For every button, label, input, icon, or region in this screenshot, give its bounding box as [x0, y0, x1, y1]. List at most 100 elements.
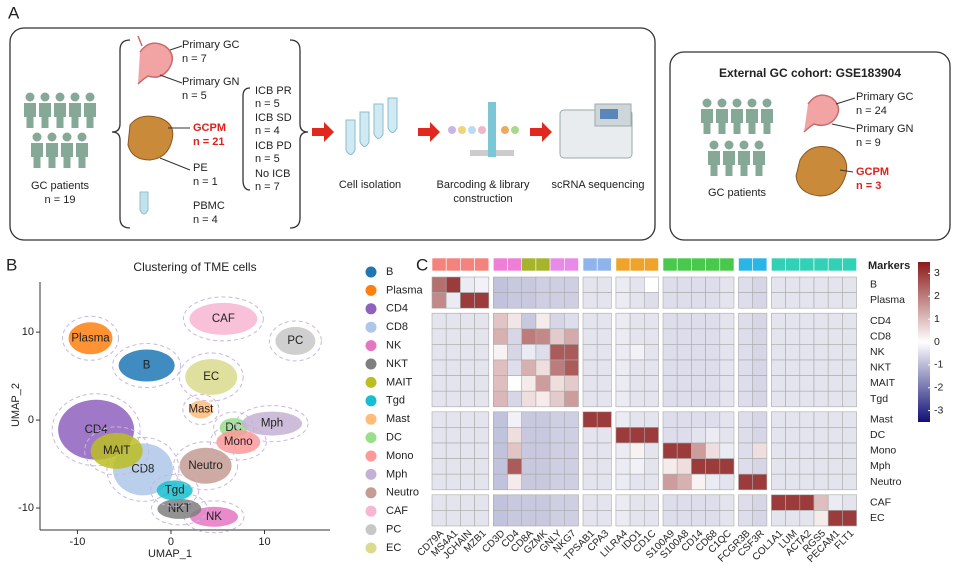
cluster-outline	[178, 352, 244, 402]
step-label: Barcoding & library	[437, 179, 530, 191]
heatmap-cell	[813, 344, 829, 361]
person-head	[724, 140, 734, 150]
cluster	[156, 480, 193, 501]
heatmap-cell	[827, 427, 843, 444]
heatmap-cell	[615, 390, 631, 408]
heatmap-cell	[705, 427, 721, 444]
heatmap-cell	[460, 458, 475, 475]
heatmap-cell	[474, 359, 490, 376]
legend-label: B	[386, 266, 393, 278]
person-head	[85, 92, 95, 102]
heatmap-cell	[691, 292, 706, 309]
pointer	[835, 97, 856, 105]
legend-label: CAF	[386, 505, 408, 517]
heatmap-cell	[445, 510, 461, 527]
person-head	[702, 98, 712, 108]
heatmap-cell	[799, 292, 815, 309]
heatmap-cell	[799, 328, 815, 345]
heatmap-cell	[615, 359, 631, 376]
heatmap-cell	[460, 494, 475, 511]
heatmap-cell	[582, 359, 598, 376]
legend-label: CD8	[386, 321, 408, 333]
y-tick-label: 0	[28, 414, 34, 426]
row-label: CD4	[870, 315, 891, 327]
step-label: construction	[453, 193, 512, 205]
heatmap-cell	[535, 328, 551, 345]
heatmap-cell	[842, 328, 857, 345]
heatmap-cell	[563, 473, 579, 491]
heatmap-cell	[460, 359, 475, 376]
heatmap-cell	[629, 494, 645, 511]
heatmap-cell	[719, 344, 735, 361]
y-tick-label: -10	[18, 502, 34, 514]
cluster	[189, 302, 258, 335]
heatmap-cell	[719, 458, 735, 475]
heatmap-cell	[662, 411, 678, 428]
heatmap-cell	[771, 390, 786, 408]
legend-label: Tgd	[386, 395, 405, 407]
heatmap-cell	[629, 328, 645, 345]
heatmap-cell	[799, 427, 815, 444]
heatmap-cell	[582, 292, 598, 309]
heatmap-cell	[705, 359, 721, 376]
heatmap-cell	[521, 359, 537, 376]
heatmap-cell	[460, 411, 475, 428]
heatmap-cell	[563, 359, 579, 376]
heatmap-cell	[474, 344, 490, 361]
label: n = 21	[193, 136, 225, 148]
person-head	[732, 98, 742, 108]
label: PE	[193, 162, 208, 174]
cluster-outline	[150, 473, 200, 507]
label: n = 7	[182, 53, 207, 65]
heatmap-cell	[474, 375, 490, 392]
heatmap-cell	[549, 442, 565, 459]
heatmap-cell	[460, 510, 475, 527]
heatmap-cell	[676, 344, 692, 361]
heatmap-cell	[492, 344, 508, 361]
row-label: Mast	[870, 413, 893, 425]
heatmap-cell	[431, 344, 447, 361]
heatmap-cell	[445, 458, 461, 475]
cluster-label: B	[143, 360, 151, 372]
heatmap-cell	[719, 510, 735, 527]
heatmap-cell	[827, 344, 843, 361]
marker-group-bar	[431, 257, 447, 272]
marker-group-bar	[507, 257, 522, 272]
row-label: Plasma	[870, 294, 905, 306]
heatmap-cell	[691, 494, 706, 511]
heatmap-cell	[535, 292, 551, 309]
person-head	[739, 140, 749, 150]
heatmap-cell	[629, 276, 645, 293]
label: GC patients	[31, 180, 90, 192]
heatmap-cell	[445, 312, 461, 330]
heatmap-cell	[827, 442, 843, 459]
x-axis-label: UMAP_1	[148, 548, 192, 560]
heatmap-cell	[752, 359, 768, 376]
heatmap-cell	[842, 458, 857, 475]
heatmap-cell	[596, 390, 612, 408]
heatmap-cell	[431, 411, 447, 428]
heatmap-cell	[492, 312, 508, 330]
heatmap-cell	[827, 328, 843, 345]
heatmap-cell	[431, 292, 447, 309]
people-icons	[24, 92, 96, 168]
heatmap-cell	[535, 312, 551, 330]
heatmap-cell	[629, 375, 645, 392]
heatmap-cell	[785, 427, 801, 444]
heatmap-cell	[431, 458, 447, 475]
heatmap-cell	[842, 312, 857, 330]
heatmap-cell	[582, 375, 598, 392]
heatmap-cell	[521, 427, 537, 444]
heatmap-cell	[492, 494, 508, 511]
row-label: NK	[870, 346, 885, 358]
panel-label: A	[8, 3, 20, 22]
heatmap-cell	[842, 276, 857, 293]
panel-label: C	[416, 255, 428, 274]
heatmap-cell	[719, 411, 735, 428]
legend-label: Neutro	[386, 487, 419, 499]
legend-label: NK	[386, 340, 402, 352]
heatmap-cell	[643, 276, 659, 293]
row-label: Mono	[870, 445, 896, 457]
heatmap-cell	[535, 510, 551, 527]
person-head	[747, 98, 757, 108]
